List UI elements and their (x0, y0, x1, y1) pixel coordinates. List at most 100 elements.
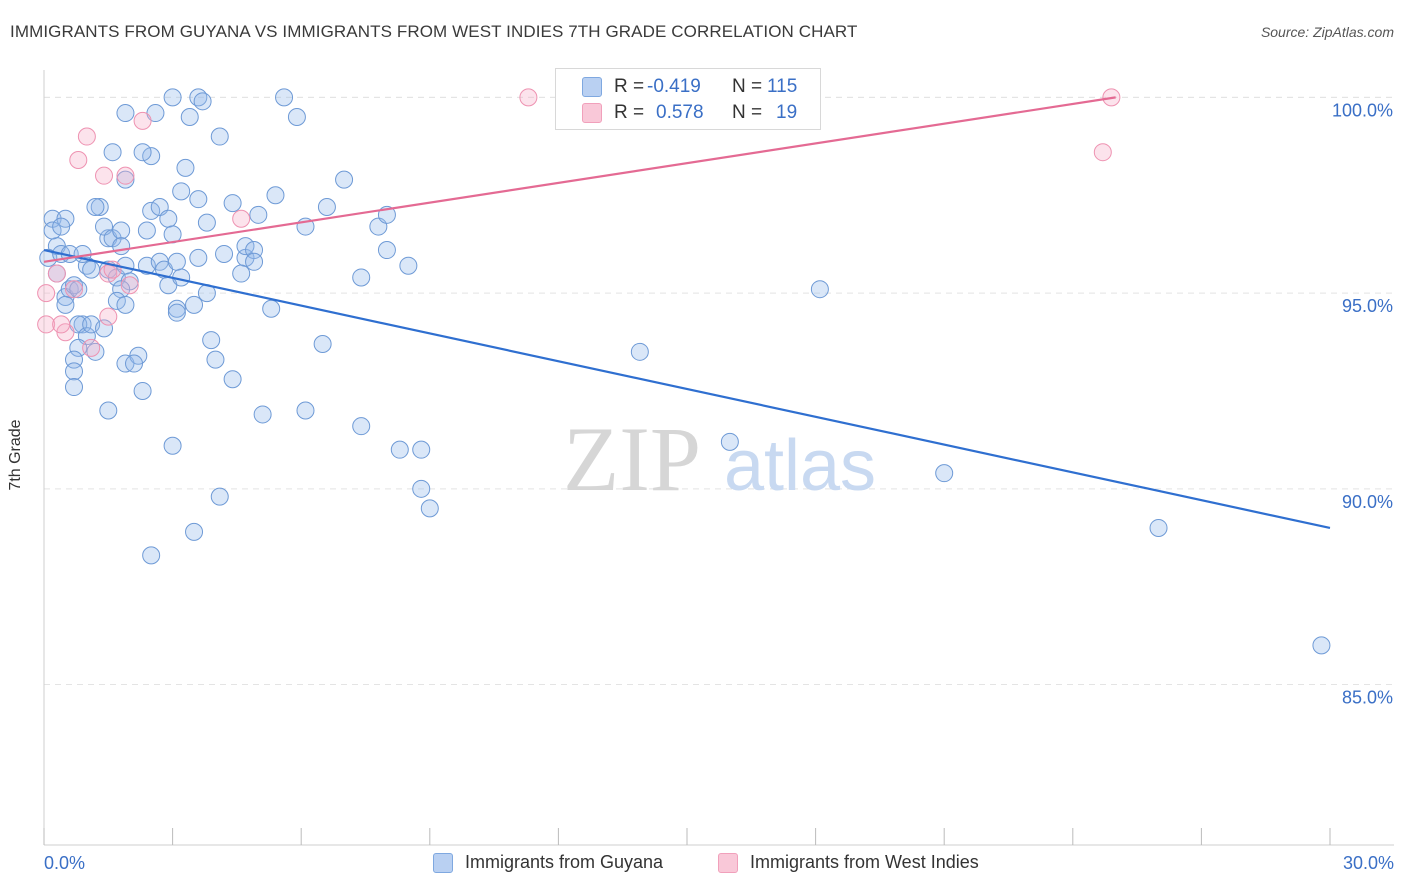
legend-item-west-indies[interactable]: Immigrants from West Indies (718, 852, 979, 873)
data-point-guyana (43, 221, 62, 240)
data-point-guyana (266, 186, 285, 205)
data-point-guyana (133, 381, 152, 400)
stats-r-value: -0.419 (647, 76, 701, 97)
data-point-guyana (163, 88, 182, 107)
data-point-guyana (103, 143, 122, 162)
data-point-guyana (223, 370, 242, 389)
data-point-guyana (215, 244, 234, 263)
stats-n-value: 19 (776, 102, 798, 123)
x-tick-label: 0.0% (44, 853, 85, 873)
data-point-guyana (189, 248, 208, 267)
data-point-west-indies (116, 166, 135, 185)
data-point-guyana (399, 256, 418, 275)
data-point-guyana (112, 237, 131, 256)
y-tick-label: 85.0% (1342, 688, 1393, 708)
data-point-guyana (420, 499, 439, 518)
data-point-guyana (86, 197, 105, 216)
watermark-atlas: atlas (724, 426, 876, 506)
y-tick-label: 100.0% (1332, 100, 1393, 120)
gridlines (44, 96, 1394, 686)
data-point-guyana (262, 299, 281, 318)
y-tick-label: 90.0% (1342, 492, 1393, 512)
data-point-guyana (287, 107, 306, 126)
data-point-guyana (935, 464, 954, 483)
data-point-guyana (317, 197, 336, 216)
data-point-guyana (116, 104, 135, 123)
data-point-guyana (253, 405, 272, 424)
data-point-guyana (202, 331, 221, 350)
data-point-guyana (137, 221, 156, 240)
data-point-west-indies (82, 338, 101, 357)
stats-r-label: R = (614, 102, 645, 123)
stats-legend: R = -0.419 N = 115 R = 0.578 N = 19 (555, 68, 821, 130)
data-point-west-indies (77, 127, 96, 146)
data-point-guyana (377, 241, 396, 260)
chart-title: IMMIGRANTS FROM GUYANA VS IMMIGRANTS FRO… (10, 22, 858, 41)
data-point-guyana (412, 479, 431, 498)
legend-swatch-guyana (433, 852, 453, 873)
data-point-guyana (69, 280, 88, 299)
data-point-guyana (193, 92, 212, 111)
data-point-guyana (232, 264, 251, 283)
data-point-guyana (245, 252, 264, 271)
tick-labels: 100.0% 95.0% 90.0% 85.0% 0.0% 30.0% (44, 100, 1394, 873)
data-point-west-indies (519, 88, 538, 107)
bottom-legend: Immigrants from Guyana Immigrants from W… (0, 852, 1406, 878)
data-point-guyana (412, 440, 431, 459)
data-point-west-indies (47, 264, 66, 283)
data-point-guyana (65, 362, 84, 381)
data-point-guyana (1312, 636, 1331, 655)
data-point-guyana (206, 350, 225, 369)
legend-label-guyana: Immigrants from Guyana (465, 852, 664, 872)
data-point-guyana (810, 280, 829, 299)
stats-swatch-west-indies (582, 103, 602, 123)
legend-item-guyana[interactable]: Immigrants from Guyana (433, 852, 663, 873)
watermark: ZIP atlas (563, 408, 876, 510)
data-point-guyana (116, 295, 135, 314)
data-point-guyana (69, 338, 88, 357)
data-point-guyana (133, 143, 152, 162)
data-point-guyana (630, 342, 649, 361)
data-point-guyana (210, 127, 229, 146)
data-point-guyana (236, 237, 255, 256)
data-point-west-indies (52, 315, 71, 334)
data-point-west-indies (69, 151, 88, 170)
data-point-guyana (142, 147, 161, 166)
data-point-guyana (185, 522, 204, 541)
data-point-guyana (275, 88, 294, 107)
data-point-guyana (107, 291, 126, 310)
stats-r-value: 0.578 (656, 102, 704, 123)
watermark-zip: ZIP (563, 408, 701, 510)
y-tick-label: 95.0% (1342, 296, 1393, 316)
data-point-guyana (116, 170, 135, 189)
stats-n-value: 115 (767, 76, 798, 97)
data-point-guyana (352, 417, 371, 436)
x-tick-label: 30.0% (1343, 853, 1394, 873)
data-point-guyana (296, 401, 315, 420)
data-point-guyana (125, 354, 144, 373)
data-point-guyana (1149, 518, 1168, 537)
data-point-guyana (167, 252, 186, 271)
data-point-guyana (185, 295, 204, 314)
stats-n-label: N = (732, 102, 763, 123)
data-point-guyana (82, 260, 101, 279)
data-point-guyana (167, 299, 186, 318)
legend-label-west-indies: Immigrants from West Indies (750, 852, 979, 872)
data-point-guyana (65, 378, 84, 397)
data-point-guyana (180, 107, 199, 126)
data-point-guyana (56, 295, 75, 314)
data-point-guyana (95, 319, 114, 338)
data-point-guyana (335, 170, 354, 189)
data-point-guyana (249, 205, 268, 224)
data-point-west-indies (120, 276, 139, 295)
series-west-indies-points (37, 88, 1121, 357)
data-point-guyana (720, 432, 739, 451)
data-point-guyana (189, 190, 208, 209)
stats-n-label: N = (732, 76, 763, 97)
stats-swatch-guyana (582, 77, 602, 97)
data-point-west-indies (37, 315, 56, 334)
data-point-west-indies (232, 209, 251, 228)
data-point-guyana (99, 401, 118, 420)
series-guyana-points (39, 88, 1331, 655)
